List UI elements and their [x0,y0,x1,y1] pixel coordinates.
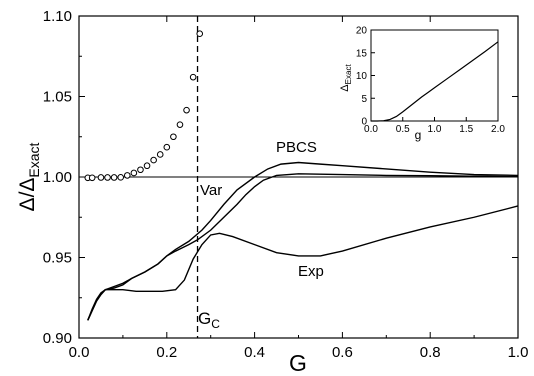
x-tick-label: 0.8 [420,344,441,361]
inset-x-axis: 0.0 0.5 1.0 1.5 2.0 [364,117,505,135]
y-tick-label: 1.00 [43,169,72,186]
x-tick-label: 0.0 [69,344,90,361]
data-point [97,174,105,181]
label-exp: Exp [298,263,324,280]
label-pbcs: PBCS [276,139,317,156]
data-point [150,156,157,164]
data-point [137,166,144,174]
x-tick-label: 0.4 [244,344,265,361]
series-line-exp [87,205,519,321]
inset-y-axis: 0 5 10 15 20 [356,26,375,128]
y-tick-label: 0.90 [43,330,72,347]
data-point [189,73,197,81]
inset-y-axis-label: ΔExact [339,64,353,92]
series-line-var [87,173,519,321]
x-tick-label: 1.0 [508,344,529,361]
data-point [143,162,151,170]
inset-y-axis-label-sub: Exact [344,64,353,85]
label-var: Var [200,182,222,199]
data-point [110,174,118,181]
data-point [88,174,96,182]
data-point [130,169,138,177]
label-gc-sub: C [211,317,220,331]
y-axis-label-sub: Exact [26,142,42,177]
data-point [176,121,184,128]
inset-y-tick-label: 20 [356,26,368,37]
inset-y-tick-label: 10 [356,71,368,82]
data-point [156,151,164,158]
inset-y-tick-label: 15 [356,48,368,59]
inset-x-axis-label: g [415,128,422,142]
inset-x-tick-label: 1.5 [459,124,473,135]
series-line-pbcs [87,161,519,321]
data-point [163,143,171,151]
inset-y-tick-label: 0 [361,117,367,128]
inset-y-tick-label: 5 [361,94,367,105]
y-axis: 0.900.951.001.051.10 [43,8,518,347]
x-tick-label: 0.6 [332,344,353,361]
inset-y-axis-label-main: Δ [339,84,351,92]
inset-x-tick-label: 0.0 [364,124,378,135]
y-axis-label: Δ/ΔExact [16,142,42,211]
data-point [170,133,177,141]
label-gc-main: G [198,309,211,328]
y-tick-label: 1.05 [43,89,72,106]
data-point [117,174,125,181]
svg-text:ΔExact: ΔExact [339,64,353,92]
series-group [84,30,519,321]
inset-chart: 0.0 0.5 1.0 1.5 2.0 0 5 10 15 20 g ΔExact [339,22,512,142]
y-tick-label: 1.10 [43,8,72,25]
label-gc: GC [198,309,220,331]
data-point [183,106,190,114]
inset-x-tick-label: 0.5 [396,124,410,135]
inset-x-tick-label: 1.0 [428,124,442,135]
y-axis-label-main: Δ/Δ [16,178,39,212]
x-axis-label: G [289,350,307,376]
inset-series-line [371,41,499,122]
y-tick-label: 0.95 [43,250,72,267]
inset-x-tick-label: 2.0 [491,124,505,135]
inset-background [356,22,512,130]
x-tick-label: 0.2 [156,344,177,361]
main-plot: 0.0 0.2 0.4 0.6 0.8 1.0 0.900.951.001.051.10 … [16,8,528,376]
data-point [196,30,204,38]
svg-text:Δ/ΔExact: Δ/ΔExact [16,142,42,211]
x-axis: 0.0 0.2 0.4 0.6 0.8 1.0 [69,16,529,361]
data-point [104,174,111,181]
data-point [123,172,131,179]
